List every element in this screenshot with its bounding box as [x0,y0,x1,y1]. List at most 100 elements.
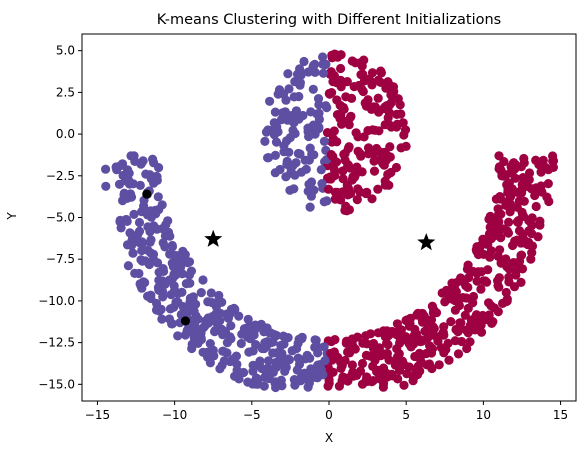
scatter-point [462,264,472,274]
scatter-point [299,368,310,378]
scatter-point [165,231,175,241]
scatter-point [317,179,327,189]
scatter-point [316,165,326,175]
scatter-point [146,206,156,216]
y-tick-label: −10.0 [38,294,75,308]
scatter-point [332,187,342,197]
scatter-point [265,96,275,106]
scatter-point [128,248,138,258]
scatter-point [304,375,314,385]
scatter-point [468,291,479,302]
scatter-point [367,377,377,387]
scatter-point [311,335,321,345]
scatter-point [363,95,373,105]
scatter-point [370,102,380,112]
scatter-point [165,304,175,314]
scatter-point [353,132,363,142]
scatter-point [352,162,362,172]
scatter-point [138,156,148,166]
scatter-point [335,100,345,110]
scatter-point [361,188,371,199]
scatter-point [485,252,495,262]
scatter-point [361,331,371,341]
scatter-point [307,187,317,197]
scatter-point [493,276,503,286]
scatter-point [136,255,146,265]
scatter-point [279,89,289,99]
scatter-point [380,120,390,130]
scatter-point [444,355,454,365]
scatter-point [262,323,272,333]
scatter-point [471,310,482,320]
scatter-point [124,175,134,185]
scatter-point [485,222,495,232]
scatter-point [384,108,394,118]
scatter-point [378,382,388,392]
scatter-points [101,49,559,393]
scatter-point [230,304,240,314]
scatter-point [327,53,337,63]
scatter-point [206,288,216,298]
scatter-point [338,372,348,382]
scatter-point [289,375,299,385]
scatter-point [482,277,492,287]
scatter-point [320,356,330,366]
scatter-point [326,348,336,358]
scatter-point [476,327,487,337]
scatter-point [338,166,348,176]
scatter-point [548,151,558,161]
scatter-point [355,58,366,68]
scatter-point [329,165,340,175]
scatter-point [340,148,350,159]
scatter-point [123,261,133,271]
scatter-point [287,346,297,356]
scatter-point [182,325,192,336]
scatter-point [391,162,401,173]
y-tick-label: 5.0 [56,44,75,58]
scatter-point [381,155,391,165]
scatter-point [163,216,173,226]
scatter-point [328,367,338,377]
scatter-point [215,364,225,374]
y-tick-label: 2.5 [56,85,75,99]
scatter-point [381,368,391,378]
scatter-point [153,258,163,268]
scatter-point [229,354,239,364]
scatter-point [191,299,201,309]
scatter-point [270,150,280,160]
scatter-point [347,56,357,66]
scatter-point [367,194,377,204]
scatter-point [254,361,265,371]
scatter-point [303,67,313,77]
scatter-point [342,180,352,190]
scatter-point [146,174,156,184]
scatter-point [279,141,289,151]
scatter-point [425,341,435,351]
scatter-point [483,315,493,325]
scatter-point [336,63,346,74]
scatter-point [294,114,304,124]
scatter-point [392,122,402,132]
scatter-point [343,347,353,357]
scatter-point [498,298,508,308]
scatter-point [101,181,111,191]
scatter-point [203,347,213,357]
scatter-point [164,314,175,324]
scatter-point [380,147,390,157]
scatter-point [373,184,383,194]
scatter-point [392,352,402,362]
scatter-point [257,343,267,354]
scatter-point [368,361,378,371]
centroid-star-marker [204,229,223,247]
scatter-point [330,335,340,345]
scatter-point [361,350,371,360]
scatter-point [396,143,406,153]
scatter-point [288,125,298,135]
scatter-point [370,125,380,135]
scatter-point [319,197,329,207]
scatter-point [340,355,350,366]
scatter-point [284,147,294,157]
scatter-point [171,297,181,307]
scatter-point [455,318,465,328]
scatter-point [270,122,280,132]
